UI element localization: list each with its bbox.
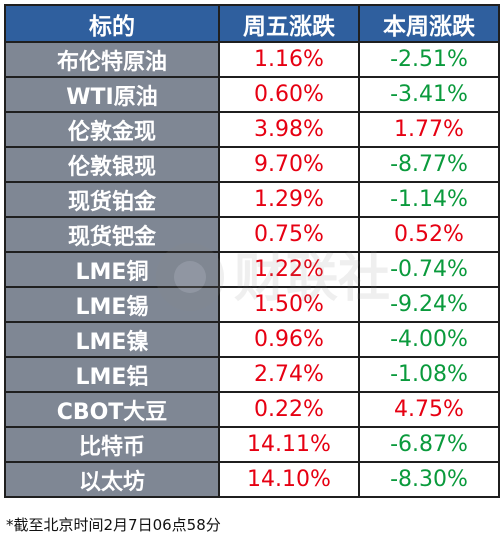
asset-name: 比特币	[4, 426, 220, 463]
table-row: LME铝 2.74% -1.08%	[4, 356, 500, 393]
table-row: LME铜 1.22% -0.74%	[4, 251, 500, 288]
table-row: LME镍 0.96% -4.00%	[4, 321, 500, 358]
asset-name: LME镍	[4, 321, 220, 358]
friday-change-value: 14.11%	[218, 426, 360, 463]
week-change-value: 1.77%	[358, 111, 500, 148]
table-row: 比特币 14.11% -6.87%	[4, 426, 500, 463]
friday-change-value: 3.98%	[218, 111, 360, 148]
friday-change-value: 1.16%	[218, 41, 360, 78]
asset-name: 现货铂金	[4, 181, 220, 218]
friday-change-value: 1.29%	[218, 181, 360, 218]
commodity-change-table-container: 标的 周五涨跌 本周涨跌 布伦特原油 1.16% -2.51% WTI原油 0.60% -…	[4, 4, 500, 498]
table-row: 布伦特原油 1.16% -2.51%	[4, 41, 500, 78]
asset-name: 现货钯金	[4, 216, 220, 253]
commodity-change-table: 标的 周五涨跌 本周涨跌 布伦特原油 1.16% -2.51% WTI原油 0.60% -…	[4, 4, 500, 498]
asset-name: 以太坊	[4, 461, 220, 498]
asset-name: LME铝	[4, 356, 220, 393]
week-change-value: -1.08%	[358, 356, 500, 393]
table-row: WTI原油 0.60% -3.41%	[4, 76, 500, 113]
week-change-value: -6.87%	[358, 426, 500, 463]
asset-name: 伦敦银现	[4, 146, 220, 183]
header-asset: 标的	[4, 4, 220, 43]
table-row: 伦敦银现 9.70% -8.77%	[4, 146, 500, 183]
table-row: 伦敦金现 3.98% 1.77%	[4, 111, 500, 148]
header-week-change: 本周涨跌	[358, 4, 500, 43]
week-change-value: -2.51%	[358, 41, 500, 78]
friday-change-value: 2.74%	[218, 356, 360, 393]
week-change-value: -8.30%	[358, 461, 500, 498]
asset-name: LME锡	[4, 286, 220, 323]
week-change-value: -3.41%	[358, 76, 500, 113]
friday-change-value: 9.70%	[218, 146, 360, 183]
week-change-value: -1.14%	[358, 181, 500, 218]
friday-change-value: 0.75%	[218, 216, 360, 253]
asset-name: LME铜	[4, 251, 220, 288]
week-change-value: 0.52%	[358, 216, 500, 253]
asset-name: CBOT大豆	[4, 391, 220, 428]
week-change-value: -4.00%	[358, 321, 500, 358]
table-row: 现货铂金 1.29% -1.14%	[4, 181, 500, 218]
friday-change-value: 0.60%	[218, 76, 360, 113]
week-change-value: -8.77%	[358, 146, 500, 183]
friday-change-value: 0.22%	[218, 391, 360, 428]
week-change-value: 4.75%	[358, 391, 500, 428]
asset-name: 布伦特原油	[4, 41, 220, 78]
friday-change-value: 1.22%	[218, 251, 360, 288]
asset-name: WTI原油	[4, 76, 220, 113]
friday-change-value: 0.96%	[218, 321, 360, 358]
table-row: 现货钯金 0.75% 0.52%	[4, 216, 500, 253]
table-row: LME锡 1.50% -9.24%	[4, 286, 500, 323]
table-row: CBOT大豆 0.22% 4.75%	[4, 391, 500, 428]
asset-name: 伦敦金现	[4, 111, 220, 148]
footnote: *截至北京时间2月7日06点58分	[6, 516, 221, 534]
friday-change-value: 14.10%	[218, 461, 360, 498]
week-change-value: -0.74%	[358, 251, 500, 288]
table-row: 以太坊 14.10% -8.30%	[4, 461, 500, 498]
friday-change-value: 1.50%	[218, 286, 360, 323]
week-change-value: -9.24%	[358, 286, 500, 323]
header-friday-change: 周五涨跌	[218, 4, 360, 43]
table-header-row: 标的 周五涨跌 本周涨跌	[4, 4, 500, 43]
